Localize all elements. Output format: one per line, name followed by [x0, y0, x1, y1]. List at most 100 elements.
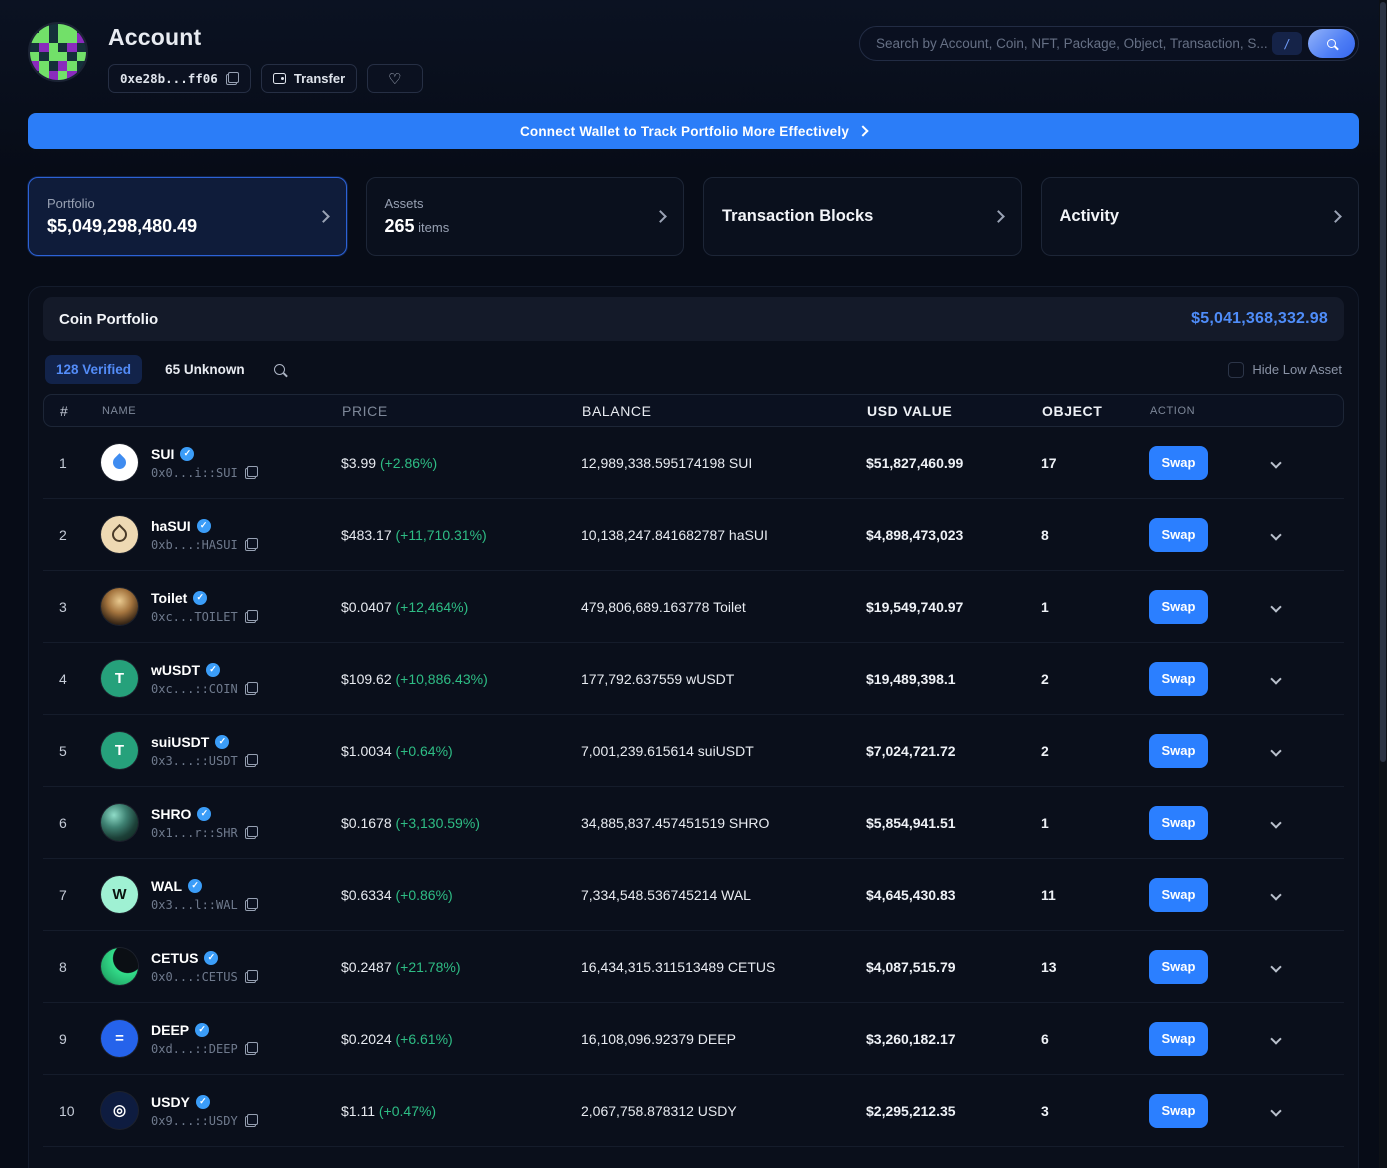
verified-badge-icon: ✓ [193, 591, 207, 605]
coin-name[interactable]: SHRO [151, 806, 191, 822]
coin-price-change: (+2.86%) [380, 455, 437, 471]
table-row: 7 W WAL ✓ 0x3...l::WAL $0.6334 (+0.86%) … [43, 859, 1344, 931]
account-avatar [28, 22, 88, 82]
swap-button[interactable]: Swap [1149, 518, 1208, 552]
copy-address-icon[interactable] [226, 72, 239, 85]
page-title: Account [108, 24, 423, 51]
coin-object-count: 17 [1041, 455, 1149, 471]
transfer-button[interactable]: Transfer [261, 64, 357, 93]
heart-icon: ♡ [379, 70, 410, 88]
row-index: 9 [59, 1031, 101, 1047]
account-address-chip[interactable]: 0xe28b...ff06 [108, 64, 251, 93]
swap-button[interactable]: Swap [1149, 806, 1208, 840]
expand-row-button[interactable] [1272, 454, 1280, 472]
coin-name[interactable]: suiUSDT [151, 734, 209, 750]
transaction-blocks-card[interactable]: Transaction Blocks [703, 177, 1022, 256]
portfolio-card[interactable]: Portfolio $5,049,298,480.49 [28, 177, 347, 256]
table-row: 10 ◎ USDY ✓ 0x9...::USDY $1.11 (+0.47%) … [43, 1075, 1344, 1147]
chevron-down-icon [1270, 673, 1281, 684]
coin-name[interactable]: USDY [151, 1094, 190, 1110]
coin-name[interactable]: WAL [151, 878, 182, 894]
copy-coin-address-icon[interactable] [245, 826, 258, 839]
swap-button[interactable]: Swap [1149, 878, 1208, 912]
coin-name[interactable]: SUI [151, 446, 174, 462]
coin-name[interactable]: haSUI [151, 518, 191, 534]
coin-address: 0x0...i::SUI [151, 466, 238, 480]
portfolio-card-label: Portfolio [47, 196, 197, 211]
expand-row-button[interactable] [1272, 598, 1280, 616]
search-button[interactable] [1308, 29, 1355, 58]
assets-card-label: Assets [385, 196, 450, 211]
swap-button[interactable]: Swap [1149, 1022, 1208, 1056]
coin-price-change: (+0.86%) [396, 887, 453, 903]
coin-name[interactable]: DEEP [151, 1022, 189, 1038]
activity-card[interactable]: Activity [1041, 177, 1360, 256]
coin-price: $483.17 [341, 527, 392, 543]
coin-price: $1.0034 [341, 743, 392, 759]
copy-coin-address-icon[interactable] [245, 754, 258, 767]
coin-object-count: 13 [1041, 959, 1149, 975]
favorite-button[interactable]: ♡ [367, 64, 422, 93]
coin-price: $0.6334 [341, 887, 392, 903]
tab-verified[interactable]: 128 Verified [45, 355, 142, 384]
copy-coin-address-icon[interactable] [245, 466, 258, 479]
expand-row-button[interactable] [1272, 526, 1280, 544]
sui-coin-icon [101, 444, 138, 481]
verified-badge-icon: ✓ [197, 519, 211, 533]
coin-address: 0xb...:HASUI [151, 538, 238, 552]
coin-balance: 12,989,338.595174198 SUI [581, 455, 866, 471]
coin-address: 0x1...r::SHR [151, 826, 238, 840]
chevron-down-icon [1270, 1105, 1281, 1116]
coin-name[interactable]: Toilet [151, 590, 187, 606]
tab-unknown[interactable]: 65 Unknown [154, 355, 256, 384]
swap-button[interactable]: Swap [1149, 734, 1208, 768]
chevron-down-icon [1270, 457, 1281, 468]
coin-name[interactable]: wUSDT [151, 662, 200, 678]
coin-price-change: (+11,710.31%) [396, 527, 487, 543]
expand-row-button[interactable] [1272, 1030, 1280, 1048]
hide-low-asset-toggle[interactable]: Hide Low Asset [1228, 362, 1342, 378]
coin-balance: 479,806,689.163778 Toilet [581, 599, 866, 615]
copy-coin-address-icon[interactable] [245, 898, 258, 911]
coin-price-change: (+6.61%) [396, 1031, 453, 1047]
coin-object-count: 11 [1041, 887, 1149, 903]
coin-price-change: (+21.78%) [396, 959, 461, 975]
copy-coin-address-icon[interactable] [245, 1114, 258, 1127]
col-header-object: OBJECT [1042, 403, 1150, 419]
coin-portfolio-total: $5,041,368,332.98 [1191, 310, 1328, 328]
expand-row-button[interactable] [1272, 670, 1280, 688]
connect-wallet-banner[interactable]: Connect Wallet to Track Portfolio More E… [28, 113, 1359, 149]
table-row: 8 CETUS ✓ 0x0...:CETUS $0.2487 (+21.78%)… [43, 931, 1344, 1003]
coin-address: 0xd...::DEEP [151, 1042, 238, 1056]
expand-row-button[interactable] [1272, 886, 1280, 904]
swap-button[interactable]: Swap [1149, 950, 1208, 984]
expand-row-button[interactable] [1272, 958, 1280, 976]
col-header-name: NAME [102, 405, 342, 417]
hide-low-asset-checkbox[interactable] [1228, 362, 1244, 378]
coin-search-icon[interactable] [274, 364, 285, 375]
coin-name[interactable]: CETUS [151, 950, 198, 966]
scrollbar-thumb[interactable] [1380, 2, 1386, 762]
assets-card-value: 265 items [385, 216, 450, 237]
coin-balance: 34,885,837.457451519 SHRO [581, 815, 866, 831]
copy-coin-address-icon[interactable] [245, 682, 258, 695]
assets-card[interactable]: Assets 265 items [366, 177, 685, 256]
swap-button[interactable]: Swap [1149, 662, 1208, 696]
swap-button[interactable]: Swap [1149, 446, 1208, 480]
copy-coin-address-icon[interactable] [245, 970, 258, 983]
coin-price: $3.99 [341, 455, 376, 471]
table-header: # NAME PRICE BALANCE USD VALUE OBJECT AC… [43, 394, 1344, 427]
coin-address: 0x9...::USDY [151, 1114, 238, 1128]
expand-row-button[interactable] [1272, 814, 1280, 832]
swap-button[interactable]: Swap [1149, 590, 1208, 624]
swap-button[interactable]: Swap [1149, 1094, 1208, 1128]
copy-coin-address-icon[interactable] [245, 1042, 258, 1055]
table-row: 1 SUI ✓ 0x0...i::SUI $3.99 (+2.86%) 12,9… [43, 427, 1344, 499]
copy-coin-address-icon[interactable] [245, 538, 258, 551]
search-input[interactable] [876, 36, 1272, 51]
coin-price: $0.0407 [341, 599, 392, 615]
expand-row-button[interactable] [1272, 1102, 1280, 1120]
coin-usd-value: $51,827,460.99 [866, 455, 1041, 471]
expand-row-button[interactable] [1272, 742, 1280, 760]
copy-coin-address-icon[interactable] [245, 610, 258, 623]
